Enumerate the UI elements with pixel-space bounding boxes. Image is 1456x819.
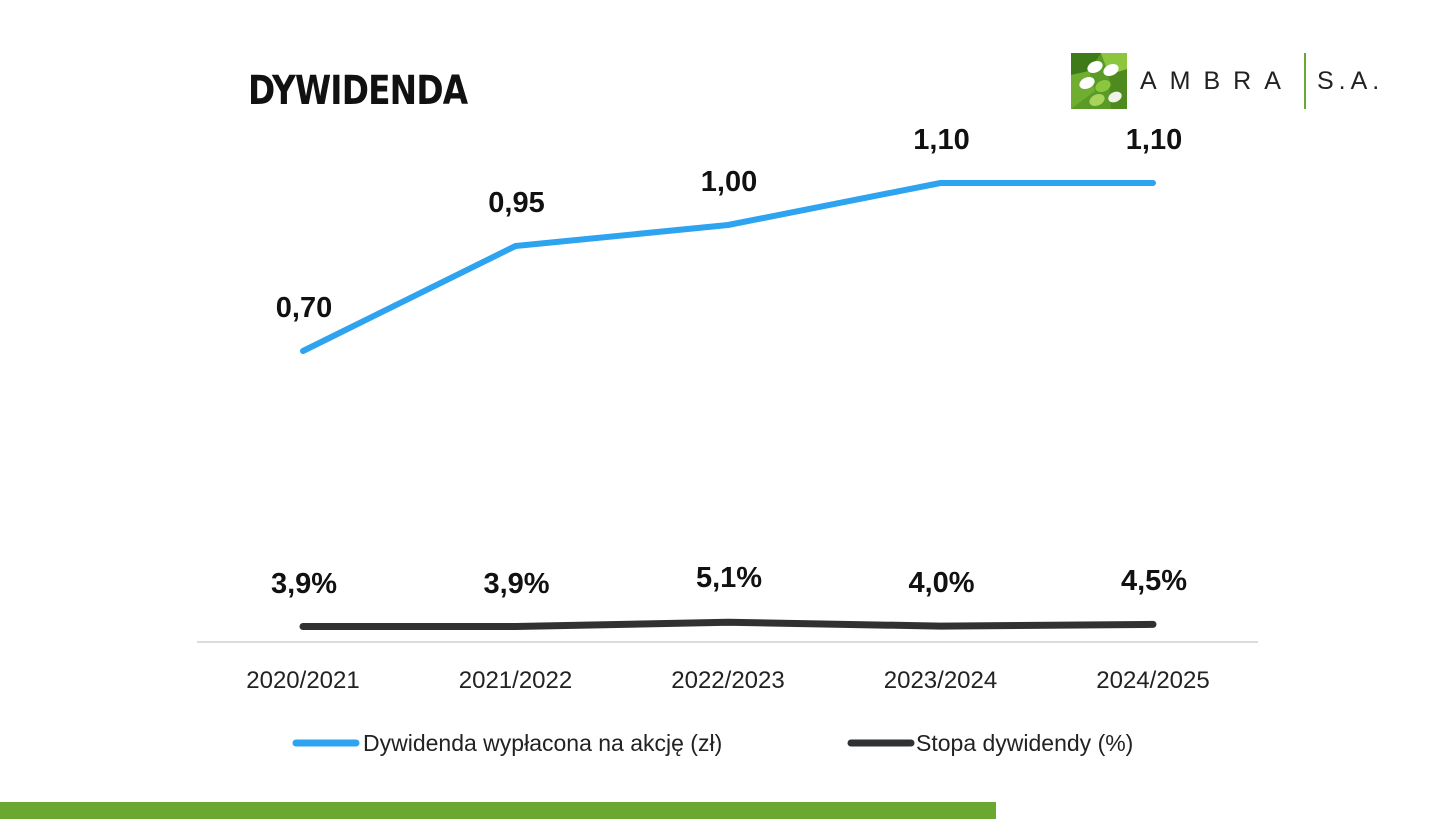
data-label-dividend: 1,10	[1126, 124, 1182, 156]
legend: Dywidenda wypłacona na akcję (zł) Stopa …	[292, 730, 1133, 756]
x-tick-label: 2022/2023	[671, 667, 784, 694]
data-label-dividend: 0,95	[488, 187, 544, 219]
logo-name: AMBRA	[1140, 67, 1294, 95]
data-label-dividend: 1,10	[913, 124, 969, 156]
x-tick-label: 2021/2022	[459, 667, 572, 694]
legend-label-dividend-yield: Stopa dywidendy (%)	[916, 730, 1133, 756]
x-tick-label: 2020/2021	[246, 667, 359, 694]
logo-divider	[1304, 53, 1306, 109]
x-tick-label: 2024/2025	[1096, 667, 1209, 694]
data-label-dividend: 0,70	[276, 292, 332, 324]
data-label-yield: 3,9%	[271, 568, 337, 600]
data-label-yield: 5,1%	[696, 562, 762, 594]
data-label-yield: 3,9%	[483, 568, 549, 600]
accent-bar	[0, 802, 996, 819]
series-line-dividend-per-share	[300, 180, 1156, 354]
ambra-grape-leaf-icon	[1071, 53, 1127, 109]
data-label-dividend: 1,00	[701, 166, 757, 198]
page-title: DYWIDENDA	[248, 68, 468, 114]
data-label-yield: 4,0%	[908, 567, 974, 599]
series-line-dividend-yield	[299, 618, 1157, 630]
data-label-yield: 4,5%	[1121, 565, 1187, 597]
logo-suffix: S.A.	[1317, 67, 1385, 95]
company-logo: AMBRA S.A.	[1071, 53, 1391, 109]
legend-label-dividend-per-share: Dywidenda wypłacona na akcję (zł)	[363, 730, 722, 756]
x-tick-label: 2023/2024	[884, 667, 997, 694]
